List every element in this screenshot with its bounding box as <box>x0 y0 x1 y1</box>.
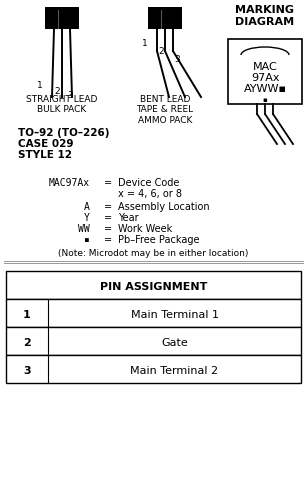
Text: =: = <box>104 224 112 233</box>
Text: PIN ASSIGNMENT: PIN ASSIGNMENT <box>100 281 207 291</box>
Text: Gate: Gate <box>161 337 188 348</box>
Text: WW: WW <box>78 224 90 233</box>
Text: =: = <box>104 235 112 244</box>
Text: 3: 3 <box>23 365 31 375</box>
Bar <box>6 327 301 355</box>
Text: 1: 1 <box>37 81 43 91</box>
Wedge shape <box>45 13 79 30</box>
Text: TO–92 (TO–226): TO–92 (TO–226) <box>18 128 110 138</box>
Text: MAC97Ax: MAC97Ax <box>49 178 90 188</box>
Text: Pb–Free Package: Pb–Free Package <box>118 235 200 244</box>
Text: ▪: ▪ <box>262 97 267 103</box>
Text: =: = <box>104 212 112 223</box>
Text: STRAIGHT LEAD
BULK PACK: STRAIGHT LEAD BULK PACK <box>26 95 98 114</box>
Text: ▪: ▪ <box>84 235 90 244</box>
Text: BENT LEAD
TAPE & REEL
AMMO PACK: BENT LEAD TAPE & REEL AMMO PACK <box>136 95 193 124</box>
Text: Year: Year <box>118 212 139 223</box>
Text: Main Terminal 2: Main Terminal 2 <box>130 365 219 375</box>
Text: STYLE 12: STYLE 12 <box>18 150 72 160</box>
Text: Assembly Location: Assembly Location <box>118 201 210 212</box>
Text: 97Ax: 97Ax <box>251 73 279 83</box>
Text: 2: 2 <box>158 47 164 56</box>
Bar <box>6 355 301 383</box>
Text: 2: 2 <box>23 337 31 348</box>
Text: 1: 1 <box>142 39 148 48</box>
Bar <box>148 8 182 30</box>
Text: A: A <box>84 201 90 212</box>
Text: x = 4, 6, or 8: x = 4, 6, or 8 <box>118 189 182 198</box>
Bar <box>6 300 301 327</box>
Text: MARKING
DIAGRAM: MARKING DIAGRAM <box>235 5 294 27</box>
Text: MAC: MAC <box>253 62 278 72</box>
Text: =: = <box>104 178 112 188</box>
Text: 1: 1 <box>23 309 31 319</box>
Text: 3: 3 <box>174 55 180 64</box>
Bar <box>228 40 302 105</box>
Text: AYWW▪: AYWW▪ <box>243 84 286 94</box>
Text: Device Code: Device Code <box>118 178 179 188</box>
Bar <box>6 272 301 300</box>
Text: Y: Y <box>84 212 90 223</box>
Text: 2: 2 <box>54 86 60 95</box>
Text: 3: 3 <box>67 91 73 100</box>
Text: (Note: Microdot may be in either location): (Note: Microdot may be in either locatio… <box>58 248 248 257</box>
Text: Work Week: Work Week <box>118 224 172 233</box>
Text: CASE 029: CASE 029 <box>18 139 73 149</box>
Wedge shape <box>148 13 182 30</box>
Text: Main Terminal 1: Main Terminal 1 <box>130 309 219 319</box>
Bar <box>45 8 79 30</box>
Text: =: = <box>104 201 112 212</box>
